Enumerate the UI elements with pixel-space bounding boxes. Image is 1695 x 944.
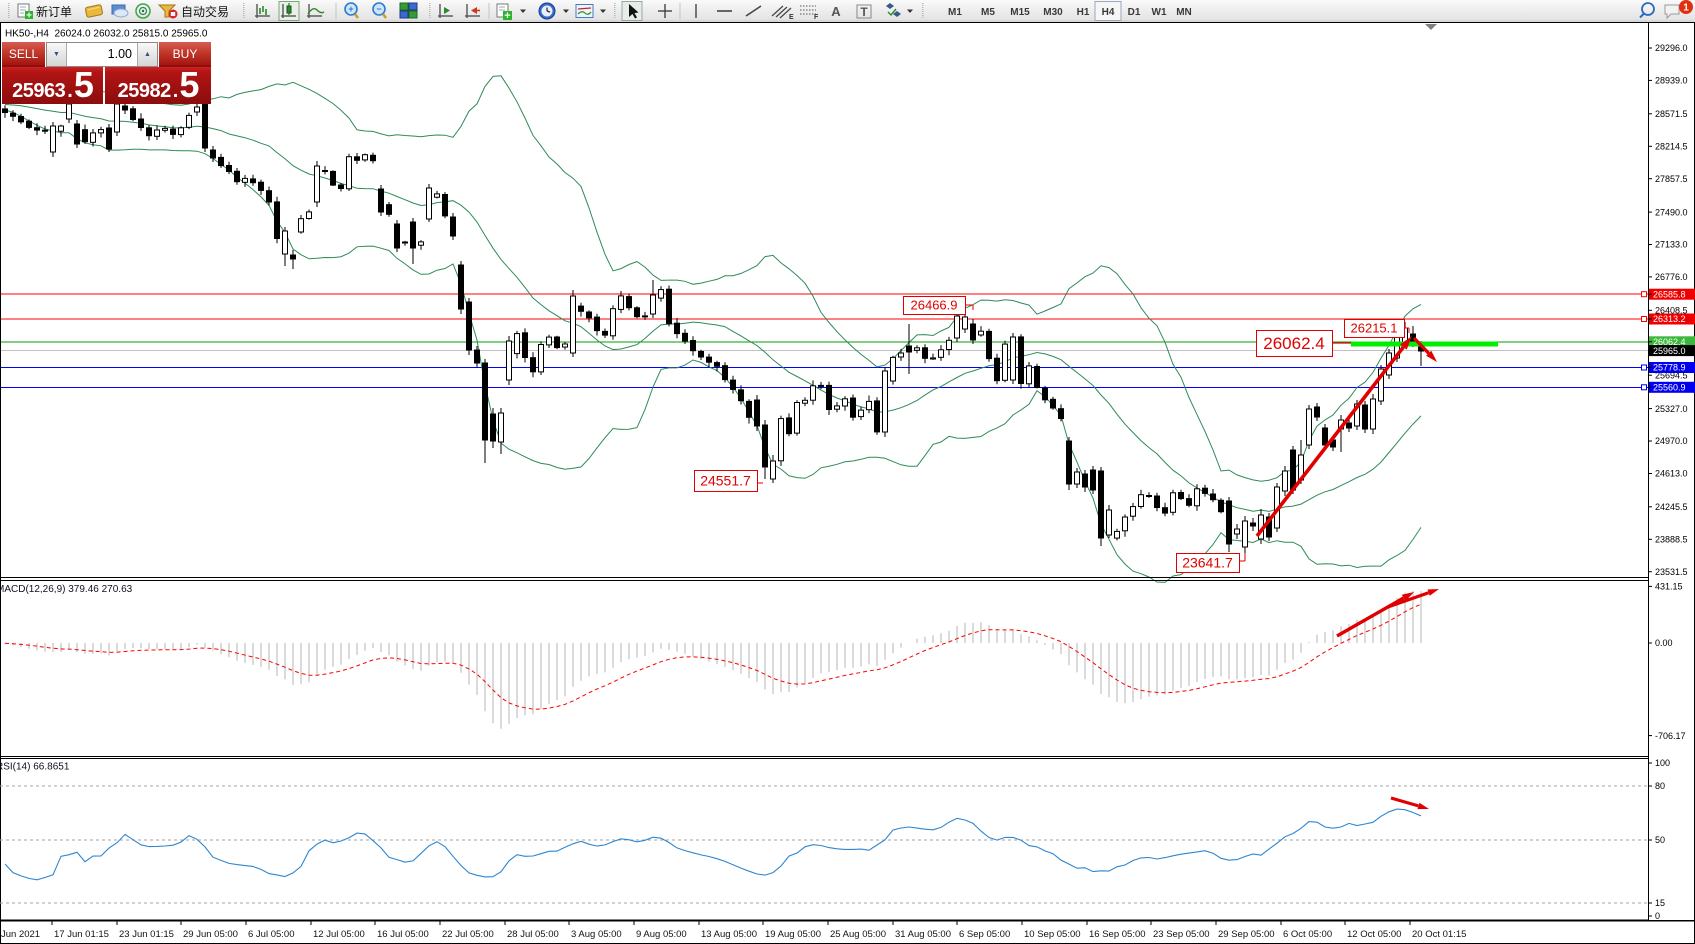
svg-text:HK50-,H4 26024.0 26032.0 2581: HK50-,H4 26024.0 26032.0 25815.0 25965.0 bbox=[5, 29, 208, 40]
svg-text:100: 100 bbox=[1655, 758, 1670, 768]
svg-text:RSI(14) 66.8651: RSI(14) 66.8651 bbox=[0, 762, 70, 773]
svg-text:+: + bbox=[348, 4, 353, 14]
svg-text:6 Jul 05:00: 6 Jul 05:00 bbox=[248, 929, 294, 940]
svg-text:28571.5: 28571.5 bbox=[1655, 109, 1688, 119]
svg-text:+: + bbox=[504, 10, 510, 22]
svg-text:+: + bbox=[26, 11, 32, 22]
svg-text:6 Oct 05:00: 6 Oct 05:00 bbox=[1283, 929, 1332, 940]
svg-text:24970.0: 24970.0 bbox=[1655, 436, 1688, 446]
svg-text:28939.0: 28939.0 bbox=[1655, 76, 1688, 86]
svg-text:W1: W1 bbox=[1152, 7, 1167, 18]
svg-text:9 Aug 05:00: 9 Aug 05:00 bbox=[636, 929, 687, 940]
svg-text:26585.8: 26585.8 bbox=[1653, 289, 1686, 299]
svg-text:23531.5: 23531.5 bbox=[1655, 567, 1688, 577]
svg-text:26062.4: 26062.4 bbox=[1653, 337, 1686, 347]
svg-text:25 Aug 05:00: 25 Aug 05:00 bbox=[830, 929, 886, 940]
svg-text:0.00: 0.00 bbox=[1655, 638, 1673, 648]
svg-text:29 Jun 05:00: 29 Jun 05:00 bbox=[183, 929, 238, 940]
svg-text:27133.0: 27133.0 bbox=[1655, 240, 1688, 250]
svg-text:25965.0: 25965.0 bbox=[1653, 346, 1686, 356]
svg-text:A: A bbox=[831, 4, 841, 19]
svg-text:26466.9: 26466.9 bbox=[911, 298, 958, 313]
svg-text:27490.0: 27490.0 bbox=[1655, 207, 1688, 217]
svg-text:E: E bbox=[789, 14, 794, 21]
svg-text:1: 1 bbox=[1683, 3, 1689, 14]
svg-text:23 Jun 01:15: 23 Jun 01:15 bbox=[119, 929, 174, 940]
svg-text:16 Jul 05:00: 16 Jul 05:00 bbox=[377, 929, 429, 940]
svg-text:26776.0: 26776.0 bbox=[1655, 272, 1688, 282]
svg-text:自动交易: 自动交易 bbox=[181, 4, 229, 19]
svg-text:24551.7: 24551.7 bbox=[700, 473, 751, 489]
svg-text:F: F bbox=[814, 14, 819, 21]
svg-text:−: − bbox=[376, 4, 381, 14]
svg-text:19 Aug 05:00: 19 Aug 05:00 bbox=[765, 929, 821, 940]
svg-text:22 Jul 05:00: 22 Jul 05:00 bbox=[442, 929, 494, 940]
svg-text:M1: M1 bbox=[948, 7, 962, 18]
svg-text:M30: M30 bbox=[1043, 7, 1063, 18]
svg-text:23641.7: 23641.7 bbox=[1182, 555, 1233, 571]
svg-text:29296.0: 29296.0 bbox=[1655, 43, 1688, 53]
svg-text:25694.5: 25694.5 bbox=[1655, 370, 1688, 380]
svg-text:20 Oct 01:15: 20 Oct 01:15 bbox=[1412, 929, 1466, 940]
svg-text:-706.17: -706.17 bbox=[1655, 731, 1686, 741]
svg-text:24613.0: 24613.0 bbox=[1655, 469, 1688, 479]
svg-text:25327.0: 25327.0 bbox=[1655, 404, 1688, 414]
svg-text:D1: D1 bbox=[1128, 7, 1141, 18]
svg-text:17 Jun 01:15: 17 Jun 01:15 bbox=[54, 929, 109, 940]
svg-text:15: 15 bbox=[1655, 898, 1665, 908]
svg-text:6 Sep 05:00: 6 Sep 05:00 bbox=[959, 929, 1010, 940]
svg-text:26408.5: 26408.5 bbox=[1655, 306, 1688, 316]
svg-text:H1: H1 bbox=[1077, 7, 1090, 18]
svg-text:13 Aug 05:00: 13 Aug 05:00 bbox=[701, 929, 757, 940]
svg-text:27857.5: 27857.5 bbox=[1655, 174, 1688, 184]
svg-text:MACD(12,26,9) 379.46 270.63: MACD(12,26,9) 379.46 270.63 bbox=[0, 584, 133, 595]
svg-text:26215.1: 26215.1 bbox=[1351, 321, 1398, 336]
svg-text:新订单: 新订单 bbox=[36, 4, 72, 19]
svg-text:M15: M15 bbox=[1010, 7, 1030, 18]
svg-text:3 Aug 05:00: 3 Aug 05:00 bbox=[571, 929, 622, 940]
svg-text:23 Sep 05:00: 23 Sep 05:00 bbox=[1153, 929, 1210, 940]
svg-text:T: T bbox=[860, 5, 868, 19]
svg-text:23888.5: 23888.5 bbox=[1655, 535, 1688, 545]
svg-text:29 Sep 05:00: 29 Sep 05:00 bbox=[1218, 929, 1275, 940]
svg-text:26313.2: 26313.2 bbox=[1653, 314, 1686, 324]
svg-text:MN: MN bbox=[1176, 7, 1192, 18]
svg-text:0: 0 bbox=[1655, 911, 1660, 921]
svg-text:50: 50 bbox=[1655, 835, 1665, 845]
svg-text:25778.9: 25778.9 bbox=[1653, 363, 1686, 373]
svg-text:10 Sep 05:00: 10 Sep 05:00 bbox=[1024, 929, 1081, 940]
svg-text:Jun 2021: Jun 2021 bbox=[1, 929, 40, 940]
svg-text:28 Jul 05:00: 28 Jul 05:00 bbox=[507, 929, 559, 940]
svg-text:31 Aug 05:00: 31 Aug 05:00 bbox=[895, 929, 951, 940]
svg-text:25560.9: 25560.9 bbox=[1653, 383, 1686, 393]
svg-text:16 Sep 05:00: 16 Sep 05:00 bbox=[1089, 929, 1146, 940]
svg-text:12 Oct 05:00: 12 Oct 05:00 bbox=[1347, 929, 1401, 940]
svg-text:26062.4: 26062.4 bbox=[1263, 334, 1324, 353]
svg-text:12 Jul 05:00: 12 Jul 05:00 bbox=[313, 929, 365, 940]
svg-text:80: 80 bbox=[1655, 781, 1665, 791]
svg-text:28214.5: 28214.5 bbox=[1655, 142, 1688, 152]
svg-text:431.15: 431.15 bbox=[1655, 582, 1683, 592]
svg-text:H4: H4 bbox=[1102, 7, 1115, 18]
svg-text:24245.5: 24245.5 bbox=[1655, 502, 1688, 512]
svg-text:M5: M5 bbox=[981, 7, 995, 18]
